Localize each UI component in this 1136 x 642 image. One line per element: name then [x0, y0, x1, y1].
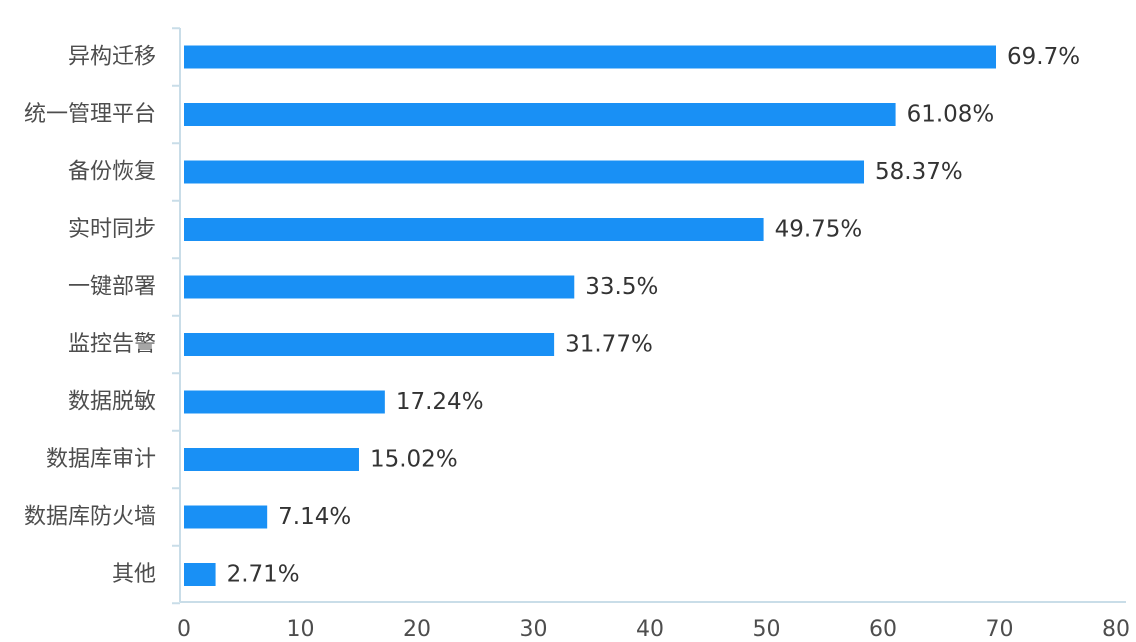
value-label: 69.7%	[1007, 44, 1080, 70]
bar	[184, 160, 865, 184]
value-label: 49.75%	[775, 217, 863, 243]
x-tick-label: 10	[287, 617, 315, 642]
chart-axes	[172, 27, 1126, 605]
category-label: 一键部署	[68, 275, 156, 300]
category-label: 备份恢复	[68, 160, 156, 185]
category-label: 统一管理平台	[24, 102, 156, 127]
value-labels: 69.7% 61.08% 58.37% 49.75% 33.5% 31.77% 17.24%…	[227, 44, 1081, 588]
value-label: 31.77%	[565, 332, 653, 358]
bar	[184, 333, 555, 356]
x-tick-label: 60	[869, 617, 897, 642]
bar	[184, 448, 359, 471]
category-labels: 异构迁移统一管理平台备份恢复实时同步一键部署监控告警数据脱敏数据库审计数据库防火…	[24, 45, 156, 588]
value-label: 2.71%	[227, 562, 300, 588]
category-label: 其他	[112, 562, 156, 587]
x-tick-label: 50	[753, 617, 781, 642]
bar	[184, 505, 268, 529]
bar	[184, 275, 575, 299]
value-label: 15.02%	[370, 447, 458, 473]
bar	[184, 45, 997, 69]
bar-series	[184, 45, 997, 586]
x-tick-label: 0	[177, 617, 191, 642]
value-label: 61.08%	[907, 102, 995, 128]
bar	[184, 390, 385, 414]
category-label: 数据脱敏	[68, 390, 156, 415]
value-label: 58.37%	[875, 159, 963, 185]
bar	[184, 103, 896, 126]
x-tick-label: 80	[1102, 617, 1130, 642]
value-label: 17.24%	[396, 389, 484, 415]
x-tick-label: 20	[403, 617, 431, 642]
value-label: 7.14%	[278, 504, 351, 530]
category-label: 实时同步	[68, 217, 156, 242]
category-label: 数据库审计	[46, 447, 156, 472]
x-tick-label: 30	[520, 617, 548, 642]
x-tick-labels: 0 10 20 30 40 50 60 70 80	[177, 617, 1130, 642]
value-label: 33.5%	[585, 274, 658, 300]
category-label: 数据库防火墙	[24, 505, 156, 530]
bar	[184, 218, 764, 241]
category-label: 监控告警	[68, 332, 156, 357]
bar	[184, 563, 216, 586]
category-label: 异构迁移	[68, 45, 156, 70]
x-tick-label: 70	[986, 617, 1014, 642]
x-tick-label: 40	[636, 617, 664, 642]
